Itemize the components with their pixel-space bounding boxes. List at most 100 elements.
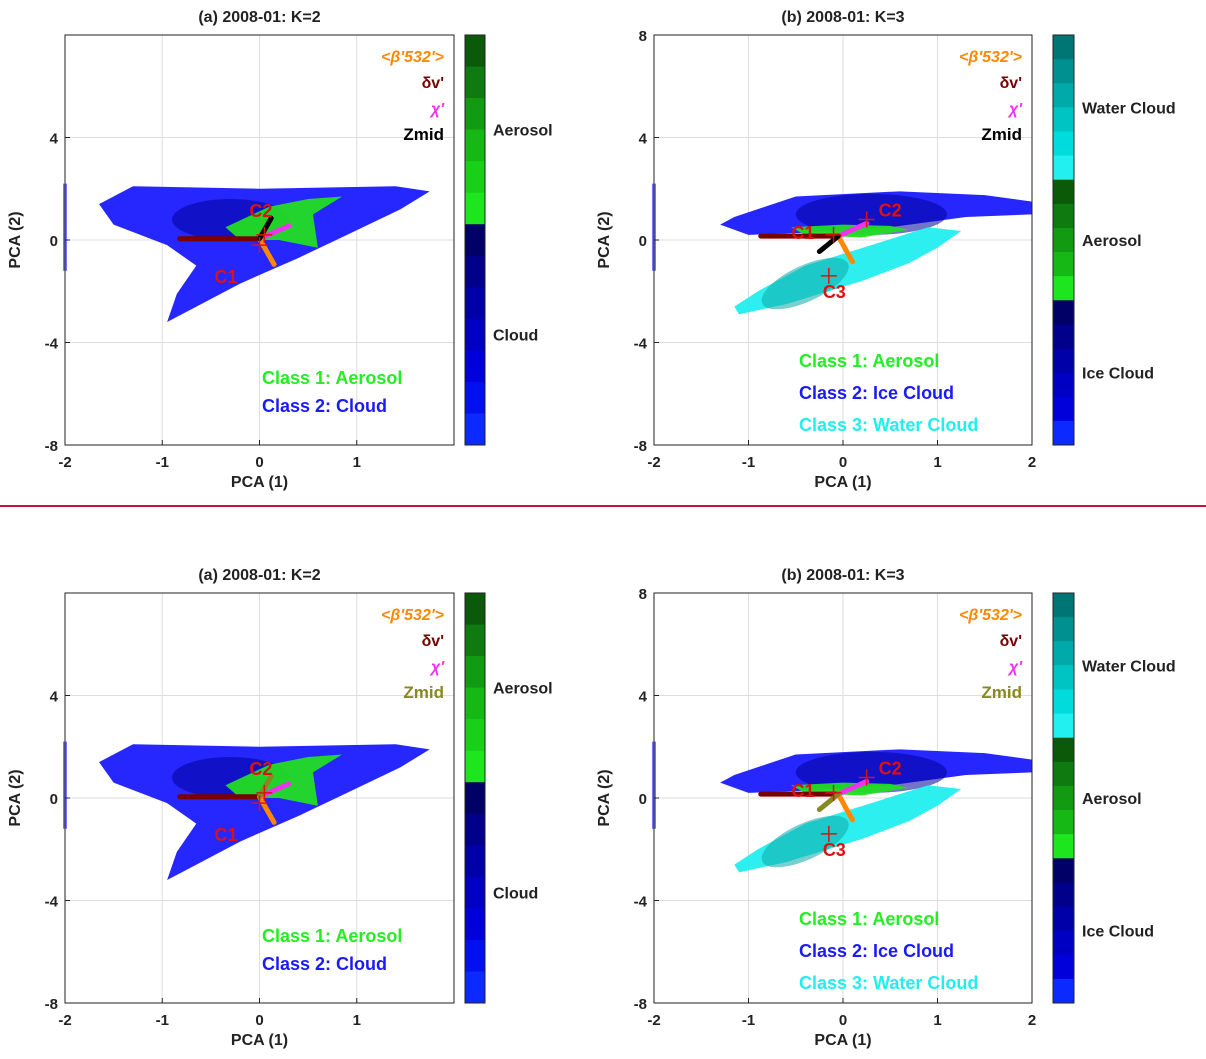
variable-label: χ' <box>1007 659 1023 676</box>
backscatter-loading-arrow <box>835 233 855 265</box>
colorbar-segment <box>1053 641 1074 666</box>
colorbar-segment <box>465 129 485 162</box>
centroid-label: C2 <box>249 759 272 779</box>
colorbar-segment <box>1053 665 1074 690</box>
cloud-density-core <box>795 193 947 235</box>
colorbar-segment <box>1053 300 1074 325</box>
y-tick-label: 8 <box>639 28 647 45</box>
colorbar-segment <box>465 35 485 68</box>
colorbar-segment <box>1053 179 1074 205</box>
chart-panel-1: C1 C2 <β'532'> δv' χ' Zmid Class 1: Aerosol Cla… <box>7 9 553 491</box>
colorbar-segment <box>465 98 485 131</box>
x-tick-label: 0 <box>839 454 847 471</box>
centroid-label: C3 <box>823 840 846 860</box>
colorbar-segment <box>1053 593 1074 618</box>
colorbar-segment <box>465 624 485 657</box>
colorbar-segment <box>465 939 485 972</box>
backscatter-loading-arrow <box>257 794 277 825</box>
y-tick-label: 4 <box>50 689 59 706</box>
colorbar-segment <box>1053 348 1074 374</box>
panel-divider <box>0 505 1206 507</box>
colorbar-label: Aerosol <box>1082 791 1142 808</box>
colorbar-segment <box>1053 35 1074 60</box>
y-axis-label: PCA (2) <box>7 211 24 268</box>
legend-entry: Class 2: Cloud <box>262 396 387 416</box>
legend-entry: Class 3: Water Cloud <box>799 973 978 993</box>
colorbar-label: Cloud <box>493 886 538 903</box>
colorbar-segment <box>465 381 485 414</box>
color-ratio-loading-arrow <box>835 220 870 239</box>
x-tick-label: 2 <box>1028 454 1036 471</box>
variable-label: <β'532'> <box>381 49 444 66</box>
y-tick-label: 0 <box>50 791 58 808</box>
colorbar-label: Water Cloud <box>1082 658 1176 675</box>
colorbar-segment <box>1053 834 1074 859</box>
variable-label: <β'532'> <box>959 607 1022 624</box>
colorbar-segment <box>1053 978 1074 1004</box>
y-tick-label: -4 <box>45 336 59 353</box>
x-tick-label: 1 <box>933 454 941 471</box>
colorbar-segment <box>465 719 485 752</box>
x-tick-label: 2 <box>1028 1012 1036 1029</box>
centroid-label: C1 <box>792 781 815 801</box>
colorbar-label: Ice Cloud <box>1082 366 1154 383</box>
colorbar-segment <box>1053 324 1074 350</box>
x-tick-label: 1 <box>353 454 361 471</box>
colorbar-segment <box>465 876 485 909</box>
colorbar-label: Aerosol <box>1082 233 1142 250</box>
y-tick-label: 0 <box>639 791 647 808</box>
colorbar-segment <box>465 224 485 257</box>
y-axis-label: PCA (2) <box>7 769 24 826</box>
colorbar-segment <box>465 782 485 815</box>
x-tick-label: -1 <box>156 454 169 471</box>
colorbar-label: Cloud <box>493 328 538 345</box>
x-axis-label: PCA (1) <box>814 474 871 491</box>
y-tick-label: -4 <box>45 894 59 911</box>
colorbar-segment <box>465 255 485 288</box>
variable-label: χ' <box>429 101 445 118</box>
colorbar-segment <box>1053 276 1074 301</box>
colorbar-segment <box>1053 252 1074 277</box>
colorbar-segment <box>1053 83 1074 108</box>
backscatter-loading-arrow <box>257 236 277 267</box>
water-cloud-density-core <box>761 257 849 310</box>
variable-label: δv' <box>1000 633 1022 650</box>
colorbar-segment <box>465 656 485 689</box>
x-tick-label: -2 <box>647 1012 660 1029</box>
colorbar-frame <box>464 34 486 446</box>
centroid-label: C1 <box>215 267 238 287</box>
x-tick-label: 1 <box>353 1012 361 1029</box>
colorbar-segment <box>1053 420 1074 446</box>
colorbar-label: Aerosol <box>493 681 553 698</box>
x-tick-label: 0 <box>839 1012 847 1029</box>
legend-entry: Class 2: Cloud <box>262 954 387 974</box>
chart-panel-3: C1 C2 <β'532'> δv' χ' Zmid Class 1: Aerosol Cla… <box>7 567 553 1049</box>
variable-label: Zmid <box>981 125 1022 144</box>
variable-label: δv' <box>422 75 444 92</box>
colorbar-segment <box>1053 882 1074 908</box>
cloud-density-core <box>795 751 947 793</box>
chart-title: (b) 2008-01: K=3 <box>781 567 904 584</box>
x-tick-label: -2 <box>58 1012 71 1029</box>
backscatter-loading-arrow <box>835 791 855 823</box>
variable-label: χ' <box>429 659 445 676</box>
x-tick-label: 1 <box>933 1012 941 1029</box>
colorbar-segment <box>465 66 485 99</box>
variable-label: δv' <box>422 633 444 650</box>
x-tick-label: -1 <box>156 1012 169 1029</box>
colorbar-segment <box>1053 155 1074 181</box>
colorbar-segment <box>1053 107 1074 132</box>
colorbar-segment <box>1053 761 1074 787</box>
colorbar-frame <box>1052 592 1075 1004</box>
variable-label: Zmid <box>403 125 444 144</box>
variable-label: Zmid <box>403 683 444 702</box>
variable-label: δv' <box>1000 75 1022 92</box>
x-axis-label: PCA (1) <box>814 1032 871 1049</box>
colorbar-segment <box>465 971 485 1004</box>
legend-entry: Class 2: Ice Cloud <box>799 941 954 961</box>
x-tick-label: 0 <box>255 1012 263 1029</box>
x-axis-label: PCA (1) <box>231 1032 288 1049</box>
legend-entry: Class 1: Aerosol <box>262 926 402 946</box>
y-tick-label: -8 <box>45 438 58 455</box>
